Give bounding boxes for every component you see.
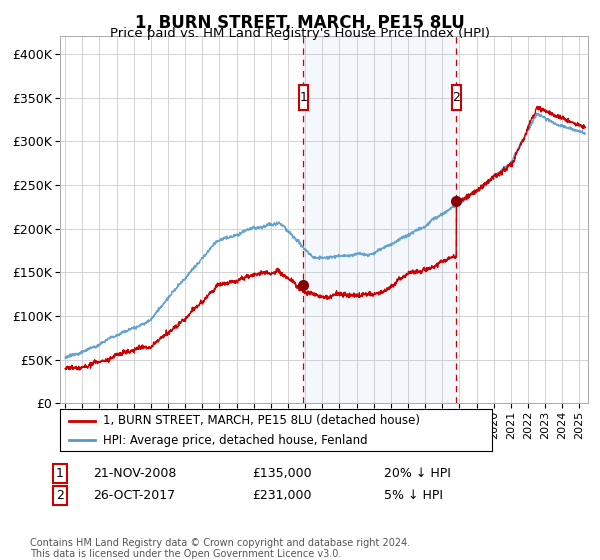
Text: 1: 1 [299,91,307,104]
Text: Price paid vs. HM Land Registry's House Price Index (HPI): Price paid vs. HM Land Registry's House … [110,27,490,40]
Text: 1, BURN STREET, MARCH, PE15 8LU (detached house): 1, BURN STREET, MARCH, PE15 8LU (detache… [103,414,420,427]
Text: £135,000: £135,000 [252,466,311,480]
Text: Contains HM Land Registry data © Crown copyright and database right 2024.
This d: Contains HM Land Registry data © Crown c… [30,538,410,559]
Text: £231,000: £231,000 [252,489,311,502]
Text: 26-OCT-2017: 26-OCT-2017 [93,489,175,502]
Text: 5% ↓ HPI: 5% ↓ HPI [384,489,443,502]
Text: 1: 1 [56,466,64,480]
Text: 20% ↓ HPI: 20% ↓ HPI [384,466,451,480]
Bar [304,36,457,403]
Text: 21-NOV-2008: 21-NOV-2008 [93,466,176,480]
Text: 2: 2 [56,489,64,502]
Bar [452,85,461,110]
Text: 1, BURN STREET, MARCH, PE15 8LU: 1, BURN STREET, MARCH, PE15 8LU [135,14,465,32]
Text: HPI: Average price, detached house, Fenland: HPI: Average price, detached house, Fenl… [103,434,368,447]
Bar [299,85,308,110]
Text: 2: 2 [452,91,460,104]
